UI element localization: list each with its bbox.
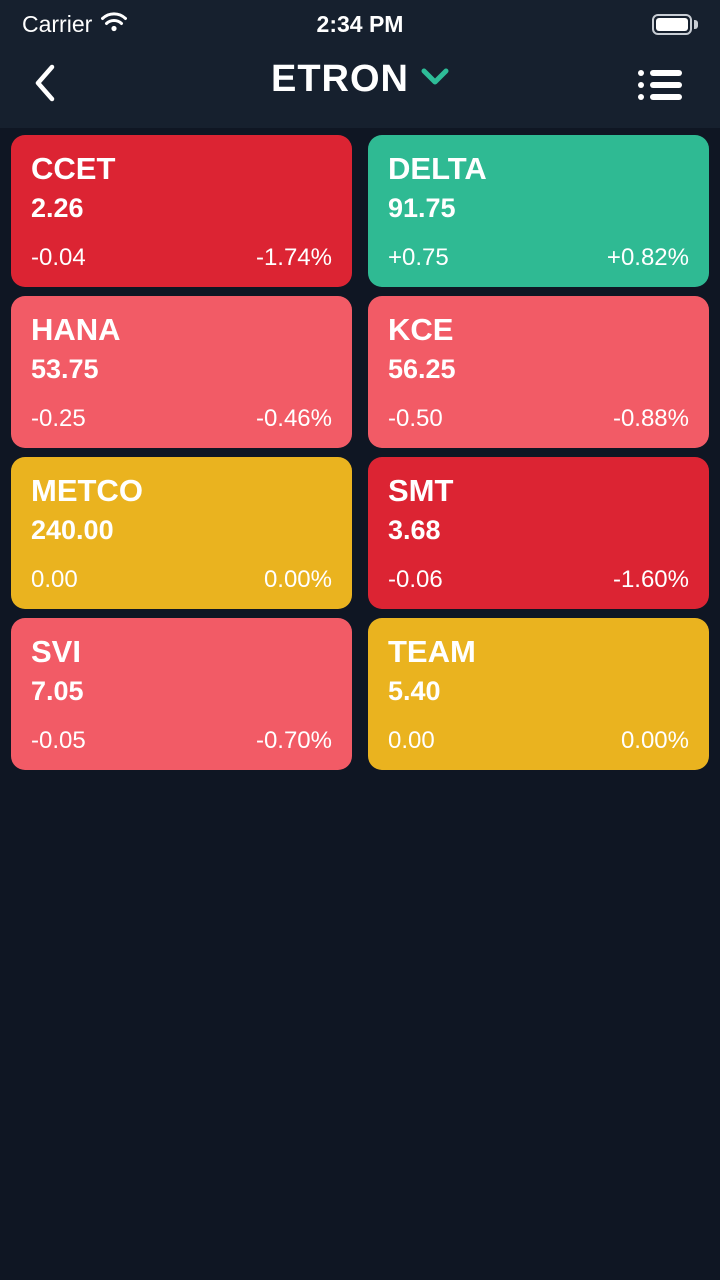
stock-tile-hana[interactable]: HANA 53.75 -0.25 -0.46% [11,296,352,448]
carrier-label: Carrier [22,10,93,37]
stock-change-pct: -0.88% [612,404,689,432]
carrier-group: Carrier [22,10,128,38]
chevron-down-icon [421,67,449,92]
stock-price: 53.75 [31,353,99,384]
stock-tile-delta[interactable]: DELTA 91.75 +0.75 +0.82% [368,135,709,287]
stock-symbol: SMT [388,473,454,508]
status-time: 2:34 PM [316,10,404,37]
stock-tile-metco[interactable]: METCO 240.00 0.00 0.00% [11,457,352,609]
stock-price: 7.05 [31,675,84,706]
stock-price: 3.68 [388,514,441,545]
nav-bar: ETRON [0,42,720,128]
stock-change: -0.04 [31,243,86,271]
list-icon [638,70,686,100]
stock-change: -0.25 [31,404,86,432]
battery-icon [652,13,698,35]
wifi-icon [101,11,128,37]
stock-symbol: CCET [31,151,116,186]
stock-change: 0.00 [388,726,435,754]
stock-price: 56.25 [388,353,456,384]
stock-tile-ccet[interactable]: CCET 2.26 -0.04 -1.74% [11,135,352,287]
list-view-button[interactable] [638,65,686,105]
stock-symbol: TEAM [388,634,476,669]
stock-change-pct: -1.74% [255,243,332,271]
page-title: ETRON [271,58,409,100]
back-button[interactable] [34,60,78,110]
stock-tile-smt[interactable]: SMT 3.68 -0.06 -1.60% [368,457,709,609]
stock-change-pct: 0.00% [263,565,332,593]
stock-change: -0.06 [388,565,443,593]
stock-symbol: METCO [31,473,143,508]
stock-change: -0.05 [31,726,86,754]
stock-symbol: SVI [31,634,81,669]
stock-price: 5.40 [388,675,441,706]
stock-change: -0.50 [388,404,443,432]
stock-price: 91.75 [388,192,456,223]
stock-symbol: KCE [388,312,454,347]
stock-change-pct: 0.00% [620,726,689,754]
stock-price: 240.00 [31,514,114,545]
stock-tile-kce[interactable]: KCE 56.25 -0.50 -0.88% [368,296,709,448]
header: Carrier 2:34 PM [0,0,720,128]
stock-change-pct: -1.60% [612,565,689,593]
chevron-left-icon [34,64,56,107]
stock-change-pct: -0.46% [255,404,332,432]
stock-tiles-grid: CCET 2.26 -0.04 -1.74% DELTA 91.75 +0.75… [0,128,720,770]
stock-change-pct: +0.82% [606,243,689,271]
status-bar: Carrier 2:34 PM [0,0,720,42]
stock-price: 2.26 [31,192,84,223]
sector-selector[interactable]: ETRON [271,58,449,101]
stock-symbol: HANA [31,312,121,347]
stock-change: 0.00 [31,565,78,593]
stock-tile-team[interactable]: TEAM 5.40 0.00 0.00% [368,618,709,770]
stock-change: +0.75 [388,243,449,271]
stock-tile-svi[interactable]: SVI 7.05 -0.05 -0.70% [11,618,352,770]
stock-change-pct: -0.70% [255,726,332,754]
stock-symbol: DELTA [388,151,487,186]
